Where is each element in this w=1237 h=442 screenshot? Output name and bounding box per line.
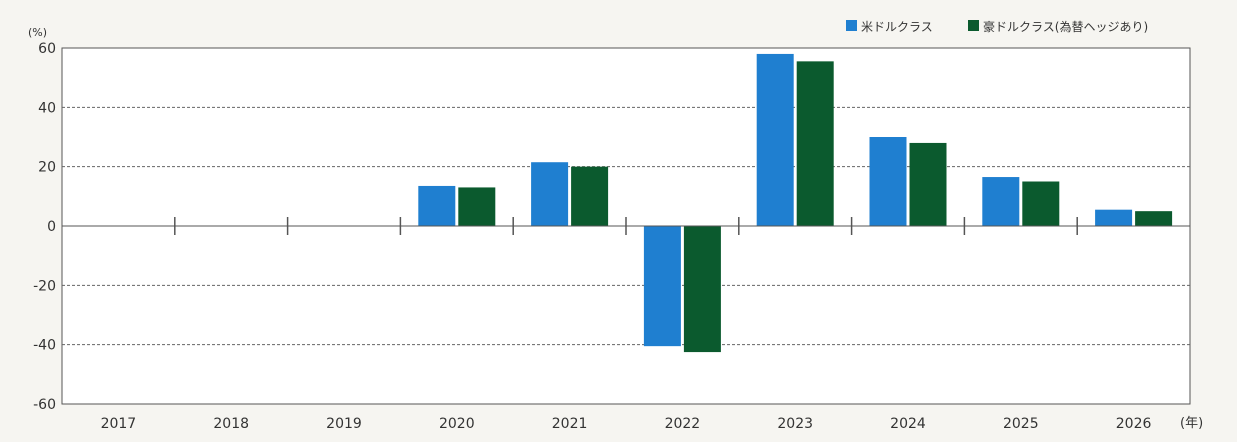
gridlines — [62, 106, 1190, 346]
x-unit-label: (年) — [1180, 416, 1203, 431]
x-tick-label: 2023 — [777, 416, 813, 432]
x-tick-label: 2019 — [326, 416, 362, 432]
legend-label-aud: 豪ドルクラス(為替ヘッジあり) — [983, 19, 1148, 34]
legend-swatch-aud — [968, 20, 979, 31]
bar-usd-2022 — [643, 226, 681, 347]
y-axis-ticks: 60 40 20 0 -20 -40 -60 — [33, 41, 56, 413]
bar-aud-2022 — [683, 226, 721, 353]
bar-usd-2021 — [531, 162, 569, 226]
y-tick-label: -60 — [33, 397, 56, 413]
x-tick-label: 2022 — [665, 416, 701, 432]
y-unit-label: (%) — [28, 26, 47, 39]
x-tick-label: 2024 — [890, 416, 926, 432]
y-tick-label: 40 — [38, 100, 56, 116]
legend: 米ドルクラス 豪ドルクラス(為替ヘッジあり) — [846, 19, 1148, 34]
y-tick-label: -40 — [33, 338, 56, 354]
y-tick-label: 20 — [38, 160, 56, 176]
bar-aud-2026 — [1135, 211, 1173, 226]
legend-label-usd: 米ドルクラス — [861, 20, 933, 34]
bar-usd-2023 — [756, 53, 794, 226]
x-tick-label: 2018 — [213, 416, 249, 432]
bar-usd-2024 — [869, 137, 907, 226]
y-tick-label: -20 — [33, 278, 56, 294]
bar-aud-2020 — [458, 187, 496, 226]
x-axis-ticks: 2017 2018 2019 2020 2021 2022 2023 2024 2025 2026 — [101, 416, 1152, 432]
y-tick-label: 0 — [47, 219, 56, 235]
x-tick-label: 2026 — [1116, 416, 1152, 432]
x-tick-label: 2025 — [1003, 416, 1039, 432]
x-tick-label: 2017 — [101, 416, 137, 432]
bar-aud-2023 — [796, 61, 834, 226]
bar-usd-2026 — [1095, 209, 1133, 226]
category-separators — [174, 217, 1078, 235]
legend-swatch-usd — [846, 20, 857, 31]
x-tick-label: 2021 — [552, 416, 588, 432]
y-tick-label: 60 — [38, 41, 56, 57]
bar-usd-2020 — [418, 185, 456, 226]
bar-usd-2025 — [982, 177, 1020, 226]
bars — [418, 53, 1173, 353]
bar-aud-2025 — [1022, 181, 1060, 226]
x-tick-label: 2020 — [439, 416, 475, 432]
bar-aud-2021 — [571, 166, 609, 226]
bar-aud-2024 — [909, 142, 947, 226]
